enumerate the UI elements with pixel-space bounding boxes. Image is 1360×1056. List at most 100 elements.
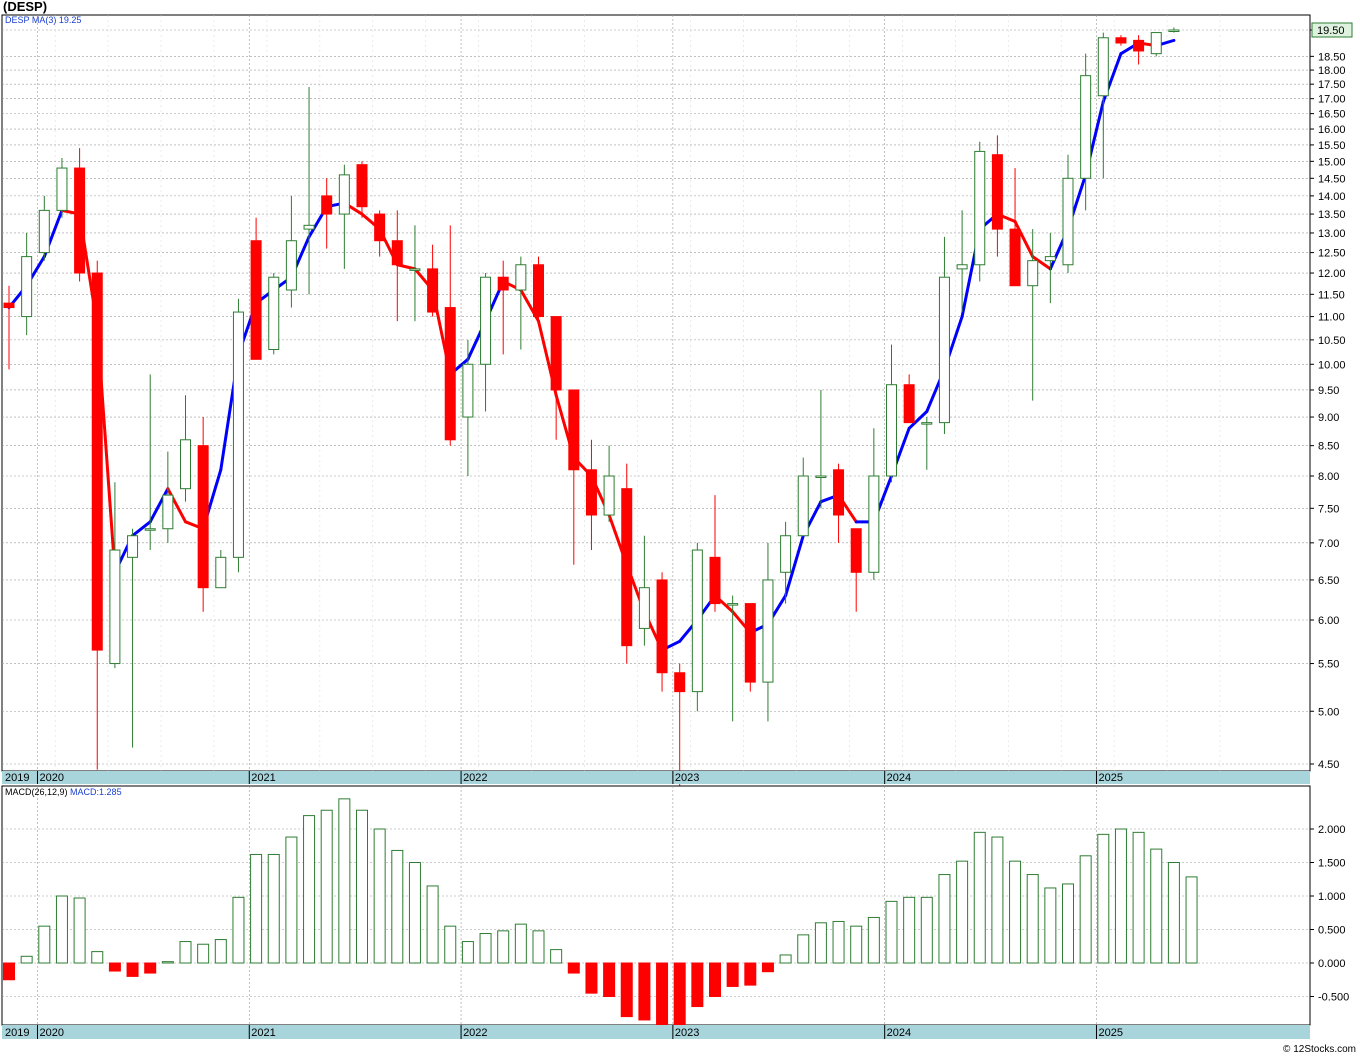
price-legend: DESP MA(3) 19.25: [5, 15, 81, 25]
candle-down: [674, 672, 686, 693]
macd-bar-positive: [250, 853, 263, 964]
candle-down: [391, 240, 403, 266]
price-x-tick-label: 2025: [1098, 772, 1122, 784]
macd-bar-positive: [920, 896, 933, 964]
price-y-tick-label: 15.50: [1318, 140, 1346, 152]
macd-bar-positive: [1044, 887, 1057, 964]
macd-bar-positive: [497, 930, 510, 964]
macd-x-tick-label: 2019: [5, 1027, 29, 1039]
macd-bar-positive: [267, 853, 280, 964]
price-y-tick-label: 16.00: [1318, 124, 1346, 136]
macd-plot-area: [1, 785, 1311, 1026]
macd-x-axis-band: [2, 1025, 1310, 1039]
macd-bar-positive: [408, 862, 421, 964]
macd-bar-positive: [1185, 876, 1198, 964]
price-y-tick-label: 9.50: [1318, 385, 1339, 397]
candle-down: [91, 272, 103, 651]
price-y-tick-label: 6.00: [1318, 615, 1339, 627]
candle-down: [709, 556, 721, 605]
macd-bar-positive: [444, 925, 457, 964]
macd-legend-label: MACD(26,12,9): [5, 787, 68, 797]
legend-ma-value: 19.25: [58, 15, 82, 25]
macd-bar-negative: [620, 962, 633, 1018]
macd-bar-positive: [1079, 855, 1092, 964]
candle-up: [1080, 75, 1092, 179]
candle-up: [144, 528, 156, 531]
macd-bar-positive: [1167, 862, 1180, 964]
macd-bar-positive: [197, 943, 210, 964]
macd-bar-positive: [514, 923, 527, 964]
candle-down: [3, 302, 15, 309]
price-y-tick-label: 12.00: [1318, 268, 1346, 280]
candle-up: [515, 264, 527, 291]
price-y-tick-label: 17.50: [1318, 79, 1346, 91]
macd-y-tick-label: 0.000: [1318, 958, 1346, 970]
candle-down: [850, 528, 862, 573]
watermark: © 12Stocks.com: [1283, 1044, 1356, 1055]
candle-down: [74, 167, 86, 274]
price-y-tick-label: 11.50: [1318, 289, 1345, 301]
macd-x-tick-label: 2022: [463, 1027, 487, 1039]
price-y-tick-label: 7.50: [1318, 503, 1339, 515]
macd-bar-positive: [1009, 860, 1022, 964]
macd-bar-negative: [761, 962, 774, 973]
candle-down: [833, 469, 845, 516]
macd-panel: -0.500 0.000 0.500 1.000 1.500 2.000 2019 2020…: [1, 785, 1349, 1039]
macd-bar-positive: [38, 925, 51, 964]
candle-up: [232, 311, 244, 558]
candle-up: [409, 268, 421, 271]
macd-bar-positive: [814, 922, 827, 964]
macd-bar-positive: [356, 809, 368, 964]
price-y-tick-label: 7.00: [1318, 538, 1339, 550]
macd-bar-negative: [656, 962, 669, 1026]
macd-bar-positive: [73, 897, 86, 964]
macd-bar-negative: [567, 962, 580, 974]
candle-up: [127, 535, 139, 558]
last-price-tag: 19.50: [1311, 22, 1353, 38]
macd-bar-negative: [585, 962, 598, 994]
price-x-axis-band: [2, 771, 1310, 784]
candle-up: [285, 240, 297, 291]
macd-bar-positive: [1114, 828, 1127, 964]
macd-bar-negative: [726, 962, 739, 987]
candle-up: [603, 475, 615, 516]
candle-down: [250, 240, 262, 360]
candle-down: [444, 307, 456, 441]
candle-up: [938, 276, 950, 424]
price-y-tick-label: 18.00: [1318, 65, 1346, 77]
candle-up: [268, 276, 280, 350]
candle-up: [38, 209, 50, 254]
ma3-segment: [907, 410, 929, 430]
price-y-axis: 4.50 5.00 5.50 6.00 6.50 7.00 7.50 8.00 8.50 9.00…: [1310, 25, 1346, 771]
macd-legend-value: MACD:1.285: [70, 787, 122, 797]
candle-up: [1168, 29, 1180, 32]
macd-bar-positive: [797, 934, 810, 964]
candle-up: [480, 276, 492, 365]
price-x-tick-label: 2021: [251, 772, 275, 784]
candle-up: [974, 150, 986, 266]
candle-up: [56, 167, 68, 211]
ma3-segment: [784, 534, 805, 598]
candle-down: [374, 213, 386, 242]
price-y-tick-label: 13.50: [1318, 209, 1346, 221]
price-panel: 4.50 5.00 5.50 6.00 6.50 7.00 7.50 8.00 8.50 9.00…: [1, 14, 1346, 787]
macd-bar-negative: [108, 962, 121, 972]
macd-bar-positive: [303, 815, 316, 964]
macd-bar-positive: [779, 954, 792, 964]
macd-bar-positive: [373, 828, 386, 964]
macd-bar-positive: [956, 860, 969, 964]
macd-y-tick-label: 1.500: [1318, 858, 1346, 870]
macd-bar-positive: [1150, 848, 1163, 964]
legend-ma-label: MA(3): [31, 15, 57, 25]
macd-bar-positive: [850, 925, 863, 964]
candle-up: [886, 384, 897, 477]
macd-bar-negative: [638, 962, 651, 1021]
candle-down: [321, 195, 333, 215]
macd-bar-positive: [391, 849, 404, 964]
candle-down: [197, 445, 209, 589]
candle-up: [1150, 32, 1162, 55]
candle-up: [1027, 260, 1039, 287]
macd-y-tick-label: 2.000: [1318, 824, 1346, 836]
price-y-tick-label: 8.50: [1318, 441, 1339, 453]
